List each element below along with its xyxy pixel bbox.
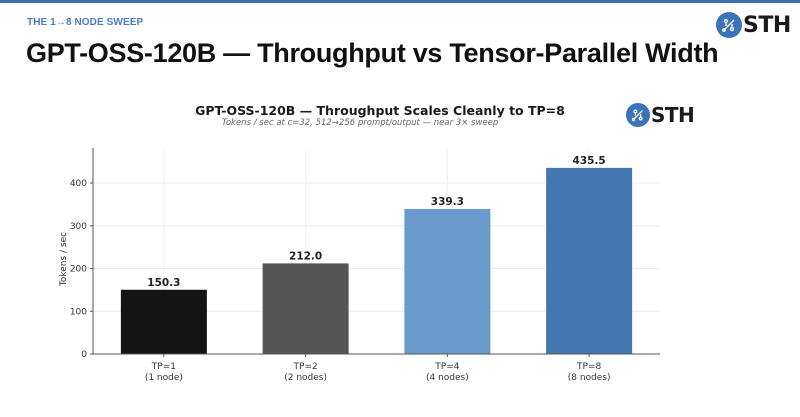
y-tick-label: 300 (70, 222, 87, 232)
bar (546, 167, 633, 354)
bar-value-label: 212.0 (289, 250, 322, 262)
bar-value-label: 435.5 (573, 155, 606, 167)
circuit-icon (626, 103, 650, 127)
x-tick-label: (8 nodes) (568, 373, 611, 383)
chart-subtitle: Tokens / sec at c=32, 512→256 prompt/out… (221, 118, 499, 128)
y-tick-label: 400 (70, 179, 87, 189)
x-tick-label: TP=8 (576, 362, 601, 372)
x-tick-label: TP=4 (434, 362, 459, 372)
y-tick-label: 0 (81, 350, 87, 360)
axes: TP=1(1 node) TP=2(2 nodes) TP=4(4 nodes) TP… (59, 148, 660, 383)
kicker-label: THE 1→8 NODE SWEEP (27, 17, 144, 28)
y-axis-label: Tokens / sec (59, 232, 69, 287)
bar (120, 289, 207, 354)
bar (404, 208, 491, 354)
chart-title: GPT-OSS-120B — Throughput Scales Cleanly… (195, 103, 565, 118)
y-tick-label: 200 (70, 265, 87, 275)
x-tick-label: (1 node) (145, 373, 183, 383)
top-accent-bar (0, 0, 800, 3)
logo-text: STH (743, 12, 791, 38)
y-tick-label: 100 (70, 307, 87, 317)
logo-text: STH (651, 103, 695, 127)
bar-value-label: 339.3 (431, 196, 464, 208)
chart-sth-logo: STH (626, 103, 695, 127)
sth-logo: STH (716, 12, 791, 38)
bar-value-label: 150.3 (147, 277, 180, 289)
circuit-icon (716, 12, 742, 38)
bar (262, 263, 349, 354)
bars: 150.3 212.0 339.3 435.5 (120, 155, 633, 354)
x-tick-label: (2 nodes) (284, 373, 327, 383)
x-tick-label: TP=2 (293, 362, 318, 372)
x-tick-label: TP=1 (151, 362, 176, 372)
x-tick-label: (4 nodes) (426, 373, 469, 383)
page-title: GPT-OSS-120B — Throughput vs Tensor-Para… (26, 38, 719, 68)
